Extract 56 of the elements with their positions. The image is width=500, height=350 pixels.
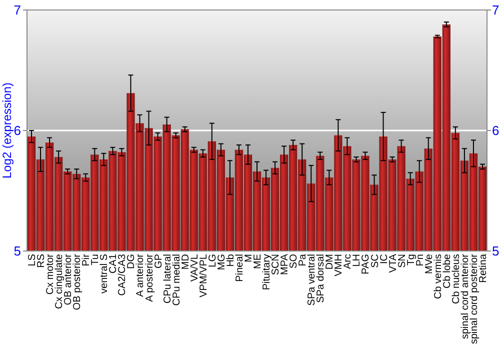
x-tick-label: CPu medial [171, 254, 182, 306]
x-tick-label: OB posterior [72, 253, 84, 310]
x-tick-label: CPu lateral [162, 254, 174, 304]
y2-tick-label: 5 [492, 244, 500, 259]
x-tick-label: A posterior [144, 253, 156, 302]
y-tick-label: 6 [14, 123, 21, 138]
x-tick-label: LH [352, 254, 363, 267]
y2-tick-label: 7 [492, 2, 500, 18]
x-tick-label: Pituitary [262, 254, 273, 290]
x-tick-label: LS [27, 254, 38, 266]
x-tick-label: ME [252, 254, 264, 269]
y2-tick-label: 6 [492, 123, 500, 138]
x-tick-label: Retina [478, 254, 489, 283]
x-tick-label: SCN [270, 254, 282, 276]
x-tick-label: SC [370, 254, 381, 268]
x-tick-label: VPM/VPL [198, 254, 210, 298]
x-tick-label: DM [324, 254, 336, 270]
x-tick-label: VMH [334, 254, 345, 276]
x-tick-label: Tg [406, 254, 417, 266]
x-tick-label: Pineal [234, 254, 246, 282]
x-tick-label: Tu [90, 254, 102, 266]
x-tick-label: MVe [424, 254, 435, 274]
x-tick-label: MD [180, 254, 192, 270]
x-tick-label: VA/VL [189, 254, 200, 282]
x-tick-label: IC [378, 254, 390, 264]
x-tick-label: Pa [298, 254, 309, 266]
x-tick-label: Cb nucleus [450, 254, 462, 304]
x-tick-label: spinal cord posterior [468, 253, 480, 344]
y-tick-label: 7 [14, 2, 21, 18]
x-tick-label: M [243, 254, 254, 262]
x-tick-label: Cb lobe [442, 254, 453, 288]
x-tick-label: CA1 [108, 254, 120, 274]
x-tick-label: GP [153, 254, 164, 268]
x-tick-label: SPa dorsal [316, 254, 327, 303]
x-tick-label: PAG [360, 254, 372, 274]
x-tick-label: A anterior [135, 253, 146, 297]
x-tick-label: OB anterior [63, 253, 74, 306]
x-tick-label: DG [126, 254, 138, 269]
x-tick-label: Hb [225, 254, 236, 267]
x-tick-label: MPA [280, 254, 291, 275]
x-tick-label: MG [216, 254, 228, 270]
x-tick-label: spinal cord anterior [460, 253, 471, 340]
y-tick-label: 5 [14, 244, 21, 259]
x-tick-label: Pir [81, 253, 92, 266]
x-tick-label: Pn [414, 254, 426, 266]
x-tick-label: RS [36, 254, 48, 268]
x-tick-label: VTA [388, 254, 399, 273]
x-tick-label: SN [396, 254, 408, 268]
x-tick-label: Arc [342, 254, 354, 269]
x-tick-label: Cx cingulate [54, 254, 66, 310]
y-axis-title: Log2 (expression) [0, 82, 14, 179]
x-tick-label: ventral S [99, 254, 110, 294]
x-tick-label: SO [288, 254, 300, 268]
x-tick-label: CA2/CA3 [117, 254, 128, 296]
x-tick-label: LG [207, 254, 218, 268]
x-tick-label: Cb vermis [432, 254, 444, 300]
